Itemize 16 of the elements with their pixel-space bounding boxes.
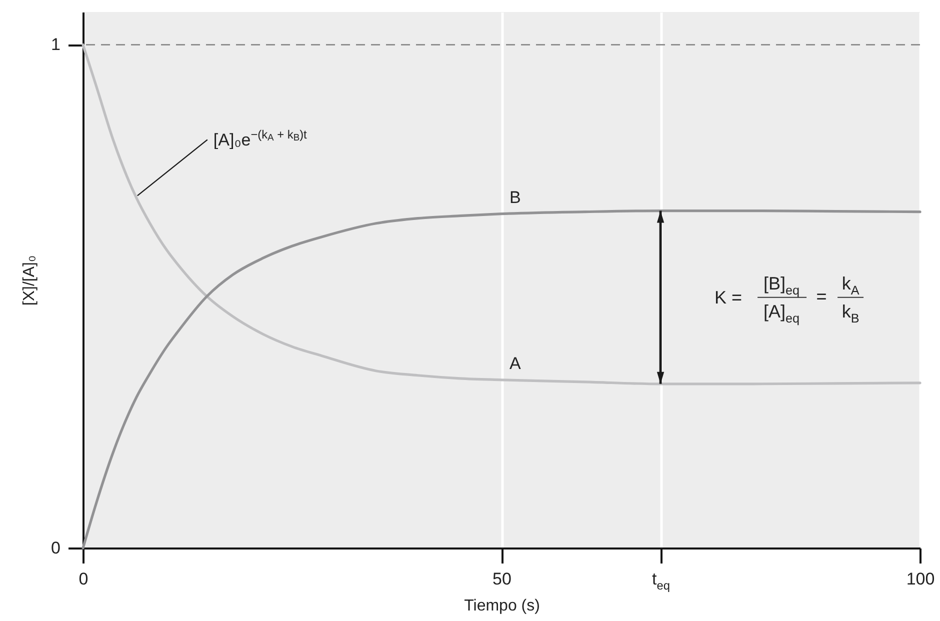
annotation: k$_{B}$ xyxy=(842,301,860,326)
series-label: B xyxy=(510,188,521,207)
y-tick-label: 1 xyxy=(51,35,60,54)
annotation: [B]$_{eq}$ xyxy=(764,273,800,298)
x-tick-label: 50 xyxy=(492,570,512,588)
series-label: A xyxy=(510,354,522,373)
y-axis-title: [X]/[A]₀ xyxy=(21,255,38,306)
x-axis-title: Tiempo (s) xyxy=(464,598,540,614)
annotation: k$_{A}$ xyxy=(842,273,860,298)
x-tick-label: 0 xyxy=(78,570,88,588)
annotation: = xyxy=(816,286,827,306)
annotation: K = xyxy=(714,287,742,308)
annotation: [A]$_{eq}$ xyxy=(764,301,800,326)
line-series xyxy=(82,43,922,386)
x-tick-label: 100 xyxy=(906,570,935,588)
x-tick-label: t$_{eq}$ xyxy=(652,570,670,592)
